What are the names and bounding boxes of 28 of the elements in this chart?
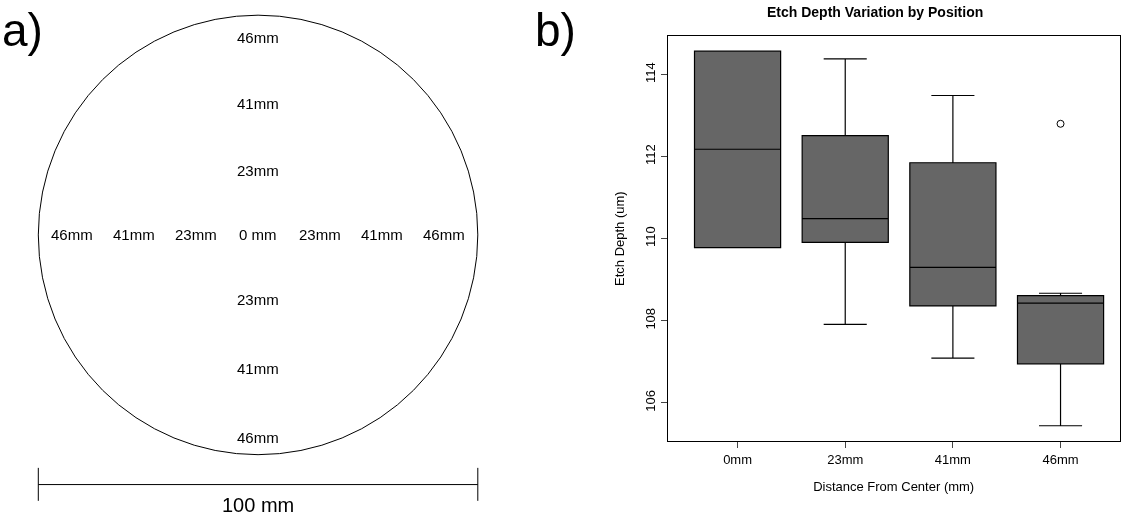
text: 46mm — [51, 226, 93, 243]
text: 23mm — [237, 291, 279, 308]
text: 23mm — [299, 226, 341, 243]
x-axis-title: Distance From Center (mm) — [813, 478, 975, 494]
text: a) — [2, 4, 43, 56]
y-tick-label: 108 — [643, 307, 659, 330]
text: 46mm — [237, 429, 279, 446]
x-tick-label: 41mm — [934, 451, 971, 467]
text: b) — [535, 4, 576, 56]
chart-title: Etch Depth Variation by Position — [767, 4, 984, 20]
x-tick-label: 46mm — [1042, 451, 1079, 467]
x-tick-label: 23mm — [827, 451, 864, 467]
text: 41mm — [237, 95, 279, 112]
y-tick-label: 114 — [643, 62, 659, 83]
y-tick-label: 106 — [643, 389, 659, 412]
x-tick-label: 0mm — [723, 451, 753, 467]
text: 41mm — [361, 226, 403, 243]
text: 0 mm — [239, 226, 277, 243]
text: 23mm — [237, 162, 279, 179]
y-tick-label: 112 — [643, 144, 659, 166]
text: 46mm — [237, 29, 279, 46]
text: 41mm — [113, 226, 155, 243]
text: 100 mm — [222, 494, 295, 516]
y-tick-label: 110 — [643, 226, 659, 248]
text: 41mm — [237, 360, 279, 377]
text: 23mm — [175, 226, 217, 243]
text: 46mm — [423, 226, 465, 243]
y-axis-title: Etch Depth (um) — [612, 191, 628, 286]
